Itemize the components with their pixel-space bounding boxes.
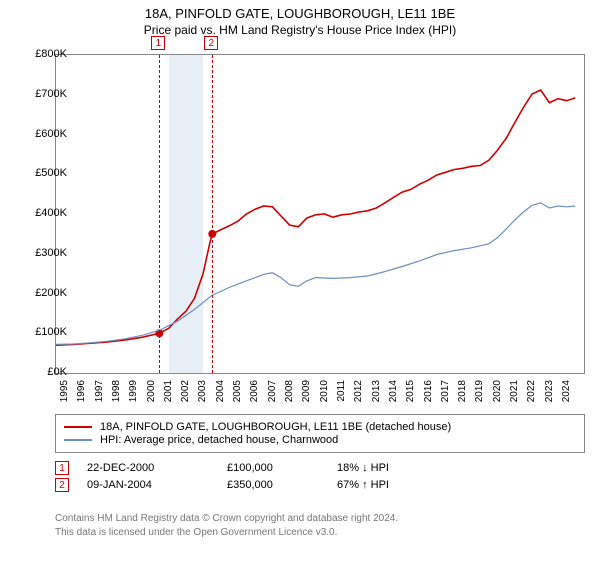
row-marker: 1	[55, 461, 69, 475]
legend: 18A, PINFOLD GATE, LOUGHBOROUGH, LE11 1B…	[55, 414, 585, 453]
page-title: 18A, PINFOLD GATE, LOUGHBOROUGH, LE11 1B…	[0, 6, 600, 21]
chart-marker: 2	[204, 36, 218, 50]
y-axis-label: £200K	[35, 287, 67, 299]
x-axis-label: 2024	[561, 380, 572, 402]
x-axis-label: 2004	[215, 380, 226, 402]
table-row: 1 22-DEC-2000£100,00018% ↓ HPI	[55, 461, 585, 475]
row-marker: 2	[55, 478, 69, 492]
x-axis-label: 1998	[111, 380, 122, 402]
x-axis-label: 2001	[163, 380, 174, 402]
page-subtitle: Price paid vs. HM Land Registry's House …	[0, 23, 600, 37]
row-diff: 67% ↑ HPI	[337, 479, 447, 491]
legend-swatch	[64, 426, 92, 428]
legend-row: 18A, PINFOLD GATE, LOUGHBOROUGH, LE11 1B…	[64, 421, 576, 433]
y-axis-label: £700K	[35, 88, 67, 100]
row-diff: 18% ↓ HPI	[337, 462, 447, 474]
x-axis-label: 2022	[526, 380, 537, 402]
x-axis-label: 2009	[301, 380, 312, 402]
x-axis-label: 2003	[197, 380, 208, 402]
data-table: 1 22-DEC-2000£100,00018% ↓ HPI 2 09-JAN-200…	[55, 458, 585, 495]
y-axis-label: £300K	[35, 247, 67, 259]
x-axis-label: 2013	[371, 380, 382, 402]
footer-line2: This data is licensed under the Open Gov…	[55, 526, 585, 540]
x-axis-label: 1999	[128, 380, 139, 402]
y-axis-label: £500K	[35, 167, 67, 179]
x-axis-label: 2015	[405, 380, 416, 402]
y-axis-label: £400K	[35, 207, 67, 219]
x-axis-label: 2005	[232, 380, 243, 402]
legend-swatch	[64, 439, 92, 441]
x-axis-label: 2023	[544, 380, 555, 402]
footer-line1: Contains HM Land Registry data © Crown c…	[55, 512, 585, 526]
series-line	[56, 90, 575, 345]
x-axis-label: 1996	[76, 380, 87, 402]
x-axis-label: 2008	[284, 380, 295, 402]
y-axis-label: £0K	[47, 366, 67, 378]
x-axis-label: 2021	[509, 380, 520, 402]
row-price: £100,000	[227, 462, 337, 474]
footer: Contains HM Land Registry data © Crown c…	[55, 512, 585, 539]
x-axis-label: 2017	[440, 380, 451, 402]
series-line	[56, 203, 575, 345]
x-axis-label: 1997	[94, 380, 105, 402]
chart-plot	[56, 55, 584, 373]
x-axis-label: 2018	[457, 380, 468, 402]
y-axis-label: £800K	[35, 48, 67, 60]
legend-row: HPI: Average price, detached house, Char…	[64, 434, 576, 446]
row-date: 22-DEC-2000	[87, 462, 227, 474]
legend-label: 18A, PINFOLD GATE, LOUGHBOROUGH, LE11 1B…	[100, 421, 451, 433]
legend-label: HPI: Average price, detached house, Char…	[100, 434, 338, 446]
x-axis-label: 2016	[423, 380, 434, 402]
x-axis-label: 2019	[474, 380, 485, 402]
x-axis-label: 2020	[492, 380, 503, 402]
y-axis-label: £100K	[35, 326, 67, 338]
x-axis-label: 2007	[267, 380, 278, 402]
x-axis-label: 2002	[180, 380, 191, 402]
row-date: 09-JAN-2004	[87, 479, 227, 491]
x-axis-label: 2000	[146, 380, 157, 402]
row-price: £350,000	[227, 479, 337, 491]
x-axis-label: 2006	[249, 380, 260, 402]
x-axis-label: 2012	[353, 380, 364, 402]
y-axis-label: £600K	[35, 128, 67, 140]
table-row: 2 09-JAN-2004£350,00067% ↑ HPI	[55, 478, 585, 492]
x-axis-label: 1995	[59, 380, 70, 402]
x-axis-label: 2010	[319, 380, 330, 402]
x-axis-label: 2011	[336, 380, 347, 402]
chart-marker: 1	[151, 36, 165, 50]
x-axis-label: 2014	[388, 380, 399, 402]
chart	[55, 54, 585, 374]
